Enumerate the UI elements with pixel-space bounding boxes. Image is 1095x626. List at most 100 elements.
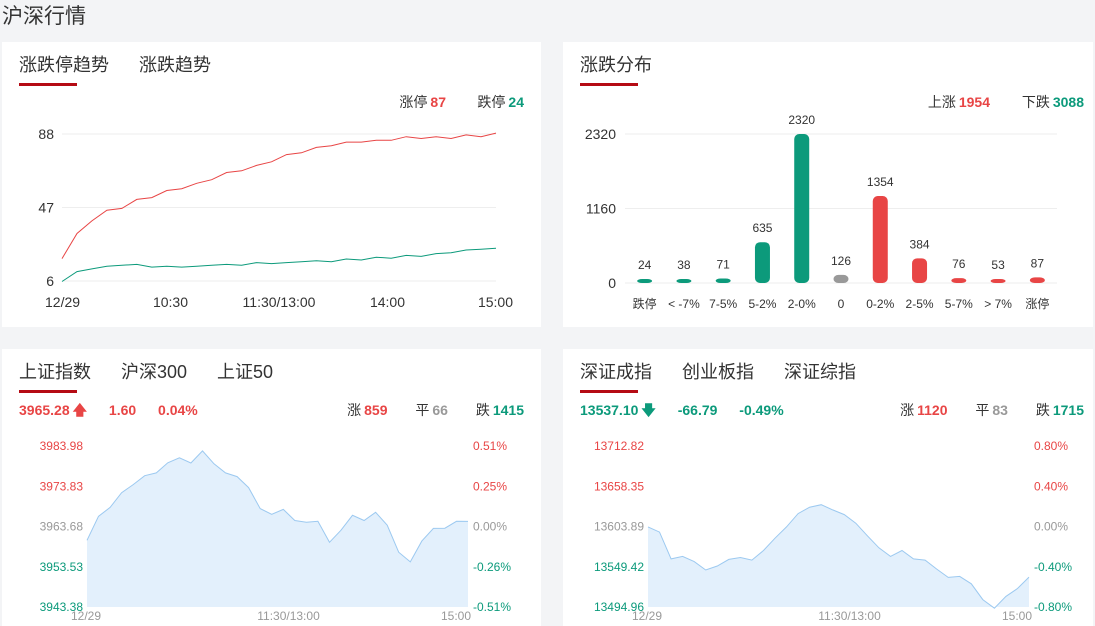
sh-index-tabs: 上证指数 沪深300 上证50	[19, 358, 274, 393]
x-tick-label: 2-0%	[788, 297, 816, 311]
tab-sz-component[interactable]: 深证成指	[580, 358, 652, 393]
bar	[872, 196, 888, 283]
sz-flat-label: 平	[975, 402, 990, 418]
sh-quote: 3965.28 🡅 1.60 0.04%	[19, 400, 198, 424]
y-pct-tick-label: -0.80%	[1034, 600, 1072, 614]
sh-flat-value: 66	[432, 402, 448, 418]
x-tick-label: 10:30	[153, 294, 188, 310]
sz-breadth: 涨 1120 平 83 跌 1715	[897, 400, 1084, 420]
sh-change-pct: 0.04%	[158, 402, 198, 418]
limit-up-stat: 涨停 87	[396, 92, 446, 112]
up-count-value: 1954	[958, 94, 990, 110]
down-count-stat: 下跌 3088	[1019, 92, 1084, 112]
distribution-chart: 2320 1160 0 24 跌停 38 < -7% 71 7-5% 635 5-2% 2320 2-0…	[585, 113, 1057, 311]
y-tick-label: 0	[608, 275, 616, 291]
sz-index-chart: 13712.82 0.80% 13658.35 0.40% 13603.89 0.00% 1…	[594, 439, 1072, 623]
sh-index-chart: 3983.98 0.51% 3973.83 0.25% 3963.68 0.00% 3953…	[40, 439, 512, 623]
x-tick-label: 12/29	[45, 294, 80, 310]
bar	[1029, 277, 1045, 283]
limit-down-stat: 跌停 24	[474, 92, 524, 112]
sh-rise-value: 859	[364, 402, 388, 418]
bar-value-label: 2320	[788, 113, 815, 127]
tab-sse50[interactable]: 上证50	[217, 362, 274, 382]
y-pct-tick-label: -0.26%	[473, 560, 511, 574]
y-tick-label: 13603.89	[594, 520, 644, 534]
sz-index-panel: 深证成指 创业板指 深证综指 13537.10 🡇 -66.79 -0.49% 涨…	[563, 349, 1093, 626]
limit-down-value: 24	[508, 94, 524, 110]
up-count-label: 上涨	[927, 94, 956, 110]
x-tick-label: 11:30/13:00	[243, 294, 316, 310]
sz-fall-label: 跌	[1035, 402, 1050, 418]
sh-flat-label: 平	[415, 402, 430, 418]
y-pct-tick-label: 0.51%	[473, 439, 507, 453]
y-tick-label: 13549.42	[594, 560, 644, 574]
y-tick-label: 1160	[586, 201, 616, 217]
sz-rise-value: 1120	[917, 402, 948, 418]
x-tick-label: 0-2%	[866, 297, 894, 311]
bar	[912, 258, 928, 283]
x-tick-label: 11:30/13:00	[257, 609, 320, 623]
bar	[951, 278, 967, 283]
y-pct-tick-label: -0.40%	[1034, 560, 1072, 574]
bar-value-label: 71	[717, 257, 731, 271]
sz-fall-value: 1715	[1052, 402, 1084, 418]
y-tick-label: 3953.53	[40, 560, 84, 574]
x-tick-label: 12/29	[632, 609, 662, 623]
bar-value-label: 126	[831, 254, 851, 268]
y-tick-label: 88	[38, 126, 54, 142]
bar	[990, 279, 1006, 283]
limit-up-line	[61, 132, 497, 259]
tab-sh-composite[interactable]: 上证指数	[19, 358, 91, 393]
sz-flat-value: 83	[992, 402, 1008, 418]
price-area	[87, 450, 468, 607]
x-tick-label: 15:00	[478, 294, 513, 310]
x-tick-label: 涨停	[1025, 296, 1049, 311]
tab-sz-composite[interactable]: 深证综指	[784, 362, 856, 382]
distribution-panel: 涨跌分布 上涨 1954 下跌 3088 2320 1160 0 24 跌停 38 < -7% 7…	[563, 42, 1093, 327]
arrow-down-icon: 🡇	[641, 402, 656, 418]
price-area	[648, 504, 1029, 609]
sh-change: 1.60	[108, 402, 137, 418]
tab-limit-trend[interactable]: 涨跌停趋势	[19, 51, 109, 86]
sh-rise-label: 涨	[347, 402, 362, 418]
bar-value-label: 384	[910, 237, 930, 251]
y-pct-tick-label: 0.80%	[1034, 439, 1068, 453]
sh-price: 3965.28	[19, 402, 70, 418]
sz-change: -66.79	[677, 402, 718, 418]
x-tick-label: 15:00	[441, 609, 471, 623]
y-tick-label: 3983.98	[40, 439, 84, 453]
bar	[794, 134, 810, 283]
x-tick-label: 0	[838, 297, 845, 311]
bar	[754, 242, 770, 283]
limit-up-value: 87	[430, 94, 446, 110]
tab-rise-fall-trend[interactable]: 涨跌趋势	[139, 55, 211, 75]
bar-value-label: 24	[638, 258, 652, 272]
sh-breadth: 涨 859 平 66 跌 1415	[344, 400, 524, 420]
tab-distribution[interactable]: 涨跌分布	[580, 51, 652, 86]
sh-index-panel: 上证指数 沪深300 上证50 3965.28 🡅 1.60 0.04% 涨 859…	[2, 349, 541, 626]
x-tick-label: > 7%	[984, 297, 1012, 311]
bar	[676, 279, 692, 283]
page-title: 沪深行情	[2, 5, 86, 28]
x-tick-label: < -7%	[668, 297, 700, 311]
sh-fall-label: 跌	[475, 402, 490, 418]
y-pct-tick-label: 0.00%	[473, 520, 507, 534]
sz-change-pct: -0.49%	[739, 402, 784, 418]
sz-rise-label: 涨	[900, 402, 915, 418]
x-tick-label: 12/29	[71, 609, 101, 623]
tab-chinext[interactable]: 创业板指	[682, 362, 754, 382]
distribution-tabs: 涨跌分布	[580, 51, 652, 86]
x-tick-label: 15:00	[1002, 609, 1032, 623]
bar-value-label: 38	[677, 258, 691, 272]
limit-trend-panel: 涨跌停趋势 涨跌趋势 涨停 87 跌停 24 88 47 6 12/29 10:30 11:3…	[2, 42, 541, 327]
bar	[833, 274, 849, 283]
bar	[715, 278, 731, 283]
x-tick-label: 5-7%	[945, 297, 973, 311]
y-tick-label: 47	[38, 200, 54, 216]
limit-up-label: 涨停	[399, 94, 428, 110]
bar-value-label: 76	[952, 257, 966, 271]
bar	[637, 279, 653, 283]
bar-value-label: 87	[1031, 256, 1045, 270]
limit-down-label: 跌停	[477, 94, 506, 110]
tab-csi300[interactable]: 沪深300	[121, 362, 188, 382]
